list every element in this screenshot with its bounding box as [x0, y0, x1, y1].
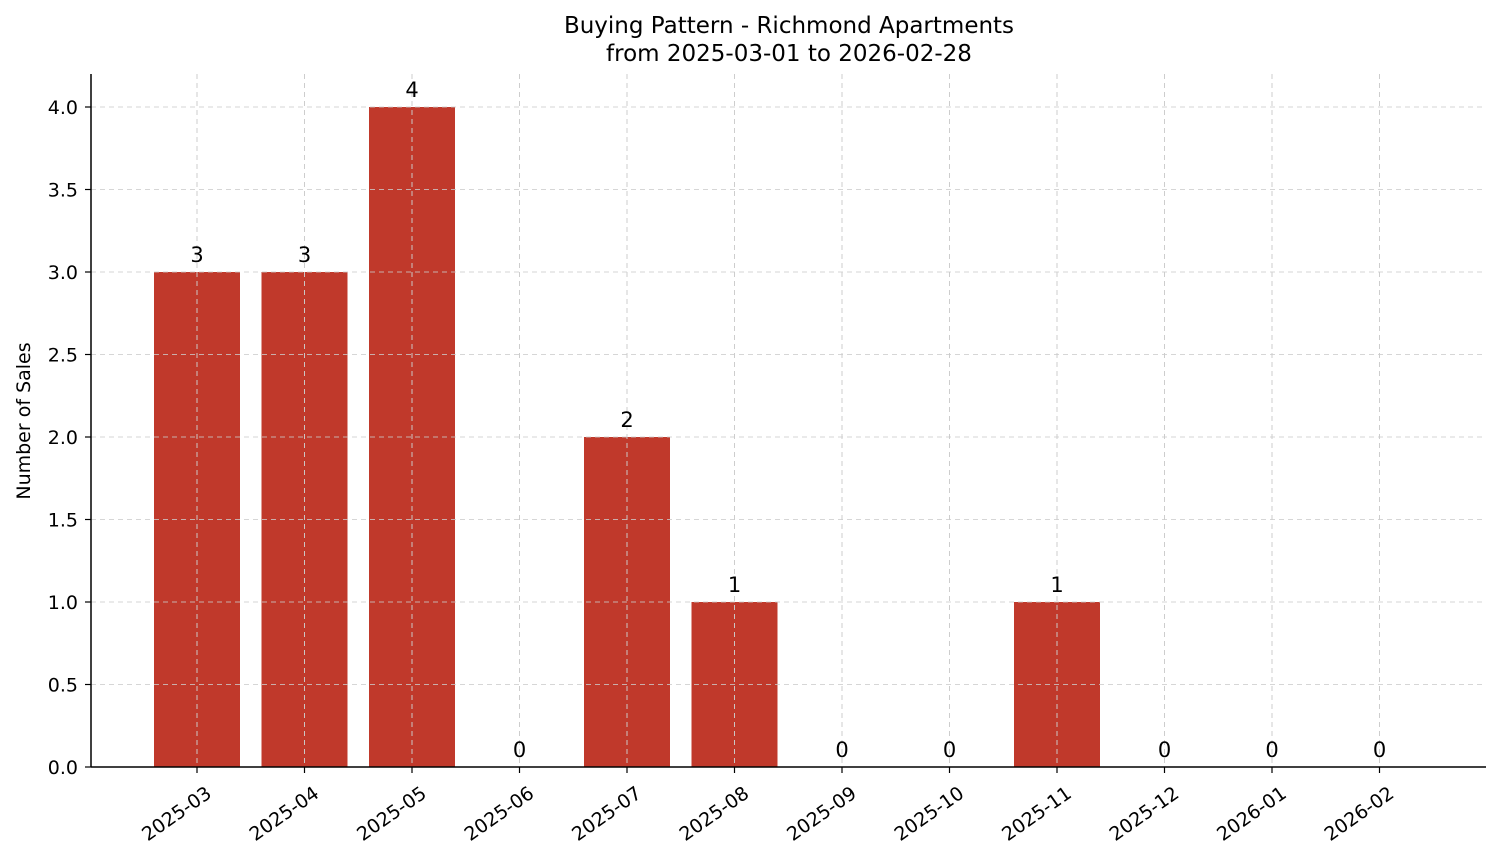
x-tick-label: 2025-07	[568, 782, 646, 846]
x-tick-label: 2025-11	[998, 782, 1076, 846]
y-tick-label: 1.5	[48, 510, 78, 532]
data-labels: 3 3 4 0 2 1 0 0 1 0 0 0	[190, 78, 1386, 762]
y-tick-label: 0.5	[48, 675, 78, 697]
x-tick-label: 2025-08	[676, 782, 754, 846]
axes	[85, 74, 1486, 773]
y-tick-label: 4.0	[48, 97, 78, 119]
y-tick-label: 2.0	[48, 427, 78, 449]
bar-value-label: 0	[1373, 738, 1386, 762]
y-axis-label: Number of Sales	[13, 342, 35, 499]
bar-value-label: 1	[1050, 573, 1063, 597]
bar-value-label: 3	[190, 243, 203, 267]
x-tick-label: 2025-10	[891, 782, 969, 846]
y-tick-label: 0.0	[48, 757, 78, 779]
x-tick-label: 2025-04	[246, 782, 324, 846]
x-tick-label: 2026-01	[1213, 782, 1291, 846]
bar-value-label: 0	[835, 738, 848, 762]
bar-value-label: 0	[1158, 738, 1171, 762]
bar-value-label: 0	[1265, 738, 1278, 762]
bar-value-label: 3	[298, 243, 311, 267]
y-tick-label: 2.5	[48, 345, 78, 367]
bar-value-label: 1	[728, 573, 741, 597]
x-tick-label: 2025-12	[1106, 782, 1184, 846]
x-tick-label: 2025-06	[461, 782, 539, 846]
bar-value-label: 0	[513, 738, 526, 762]
y-tick-label: 1.0	[48, 592, 78, 614]
x-tick-label: 2026-02	[1321, 782, 1399, 846]
bar-value-label: 0	[943, 738, 956, 762]
chart-title: Buying Pattern - Richmond Apartments	[564, 13, 1014, 39]
bar-value-label: 4	[405, 78, 418, 102]
x-tick-label: 2025-05	[353, 782, 431, 846]
y-tick-label: 3.5	[48, 180, 78, 202]
bar-value-label: 2	[620, 408, 633, 432]
x-tick-label: 2025-03	[138, 782, 216, 846]
y-tick-label: 3.0	[48, 262, 78, 284]
x-tick-label: 2025-09	[783, 782, 861, 846]
chart-subtitle: from 2025-03-01 to 2026-02-28	[606, 41, 972, 67]
